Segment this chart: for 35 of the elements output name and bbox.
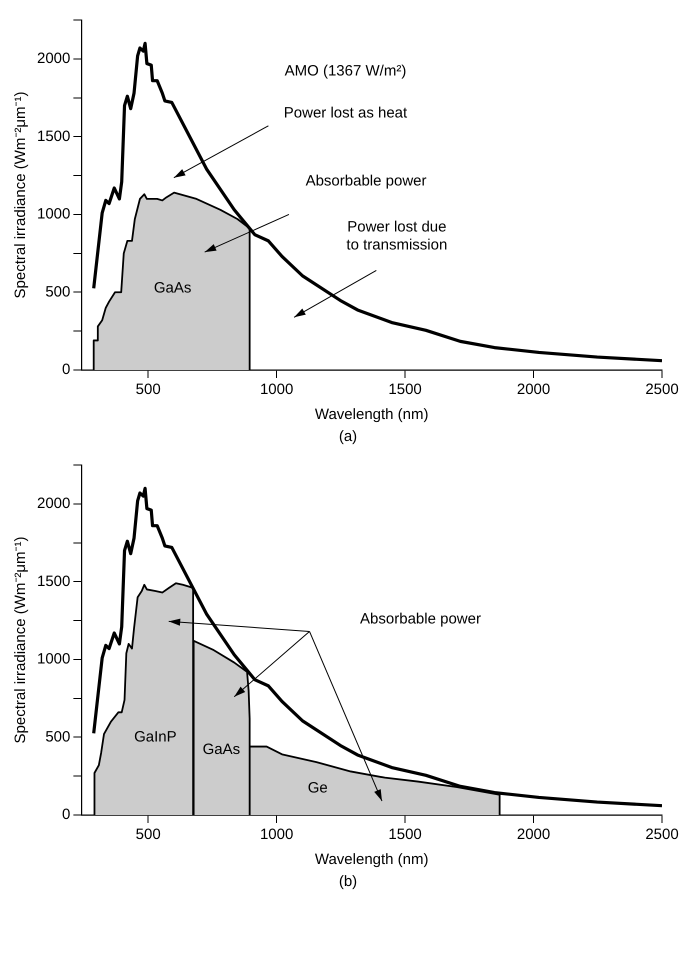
x-tick-label: 1000 <box>260 826 294 844</box>
series-label: GaInP <box>134 728 177 746</box>
x-tick-label: 500 <box>136 381 161 398</box>
text: (a) <box>338 428 358 445</box>
x-tick-label: 2000 <box>516 826 550 844</box>
x-tick-label: 2500 <box>645 381 679 398</box>
text: (b) <box>338 873 358 890</box>
annotation: Power lost due to transmission <box>346 218 448 254</box>
y-tick-label: 0 <box>62 361 70 378</box>
x-tick-label: 1500 <box>388 826 422 844</box>
y-axis-title: Spectral irradiance (Wm⁻²μm⁻¹) <box>12 536 30 744</box>
x-tick-label: 1500 <box>388 381 422 398</box>
y-tick-label: 2000 <box>36 50 70 68</box>
x-axis-title: Wavelength (nm) <box>314 851 429 868</box>
annotation: Power lost as heat <box>284 104 408 122</box>
series-label: GaAs <box>154 279 192 296</box>
y-tick-label: 1500 <box>36 572 70 590</box>
y-tick-label: 500 <box>45 728 70 746</box>
y-tick-label: 500 <box>45 283 70 300</box>
x-axis-title: Wavelength (nm) <box>314 406 429 424</box>
series-label: Ge <box>308 780 328 797</box>
x-tick-label: 2000 <box>516 381 550 398</box>
series-label: GaAs <box>202 740 240 758</box>
y-tick-label: 1000 <box>36 206 70 223</box>
y-tick-label: 1000 <box>36 650 70 668</box>
y-tick-label: 0 <box>62 806 70 824</box>
x-tick-label: 1000 <box>260 381 294 398</box>
annotation: Absorbable power <box>360 610 481 628</box>
annotation: Absorbable power <box>306 172 426 190</box>
y-tick-label: 1500 <box>36 128 70 145</box>
y-tick-label: 2000 <box>36 495 70 512</box>
x-tick-label: 500 <box>136 826 161 844</box>
y-axis-title: Spectral irradiance (Wm⁻²μm⁻¹) <box>12 91 30 298</box>
annotation: AMO (1367 W/m²) <box>284 62 406 80</box>
x-tick-label: 2500 <box>645 826 679 844</box>
